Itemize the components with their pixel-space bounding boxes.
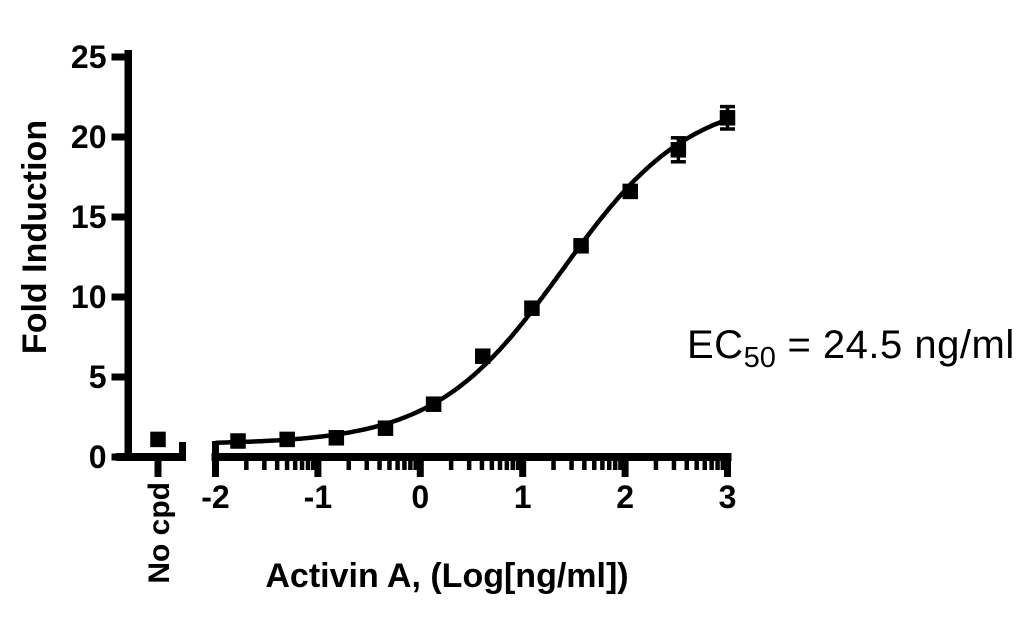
data-point xyxy=(377,420,394,436)
data-point xyxy=(622,183,638,200)
x-tick-label: 1 xyxy=(514,479,532,515)
ec50-value: = 24.5 ng/ml xyxy=(775,323,1015,367)
ec50-annotation: EC50 = 24.5 ng/ml xyxy=(687,323,1015,374)
y-tick-label: 15 xyxy=(71,199,107,235)
x-axis-title: Activin A, (Log[ng/ml]) xyxy=(265,557,628,595)
no-cpd-label: No cpd xyxy=(143,482,176,584)
y-tick-label: 25 xyxy=(71,39,107,75)
ec50-prefix: EC xyxy=(687,323,744,367)
y-tick-label: 20 xyxy=(71,119,107,155)
data-point xyxy=(475,348,491,364)
data-point xyxy=(328,430,345,446)
x-tick-label: 2 xyxy=(616,479,634,515)
data-point xyxy=(425,396,442,412)
data-point xyxy=(670,142,687,158)
x-tick-label: -2 xyxy=(201,479,229,515)
y-tick-label: 0 xyxy=(89,439,107,475)
y-tick-label: 5 xyxy=(89,359,107,395)
y-tick-label: 10 xyxy=(71,279,107,315)
fit-curve xyxy=(215,117,729,445)
data-point xyxy=(524,300,540,316)
data-point xyxy=(573,238,589,254)
data-point xyxy=(230,433,246,449)
ec50-subscript: 50 xyxy=(743,342,776,374)
x-tick-label: 3 xyxy=(719,479,737,515)
x-tick-label: -1 xyxy=(304,479,332,515)
data-point xyxy=(279,431,295,448)
y-axis-title: Fold Induction xyxy=(16,120,54,354)
x-tick-label: 0 xyxy=(411,479,429,515)
no-cpd-data-point xyxy=(150,431,166,448)
data-point xyxy=(719,110,736,126)
